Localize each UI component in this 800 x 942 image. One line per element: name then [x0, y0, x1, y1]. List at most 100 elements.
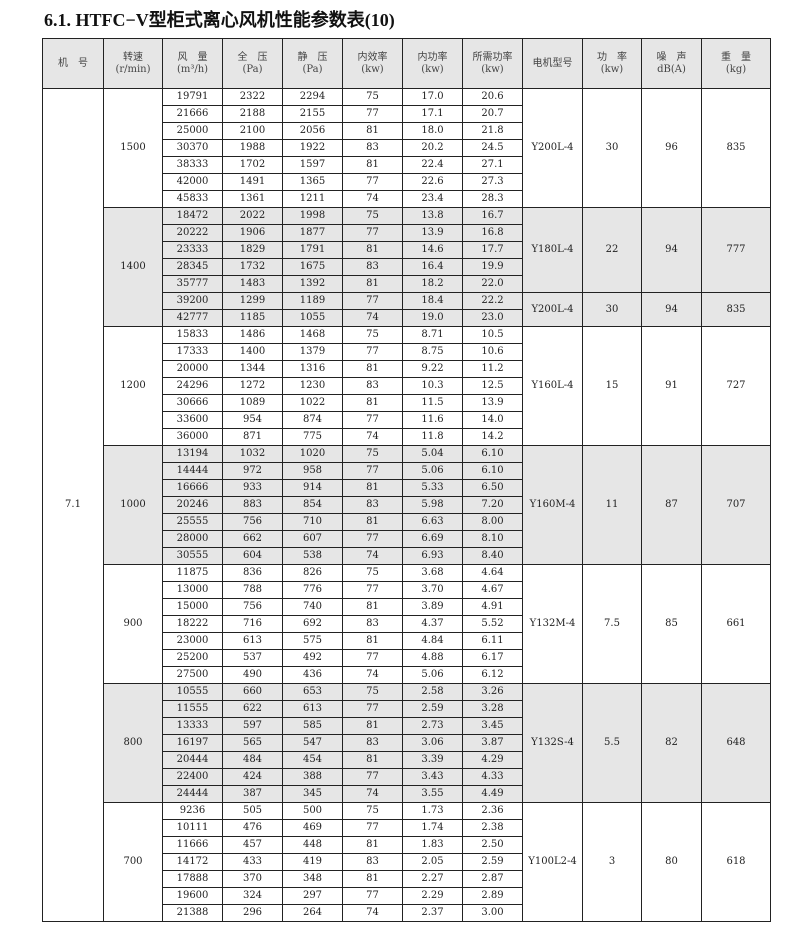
header-unit: (kw): [361, 63, 384, 75]
total-pressure-cell: 433: [222, 853, 283, 871]
internal-efficiency-cell: 81: [342, 751, 403, 769]
total-pressure-cell: 972: [222, 462, 283, 480]
total-pressure-cell: 933: [222, 479, 283, 497]
static-pressure-cell: 1316: [282, 360, 343, 378]
internal-power-cell: 18.4: [402, 292, 463, 310]
noise-cell: 87: [641, 445, 702, 565]
internal-efficiency-cell: 81: [342, 717, 403, 735]
required-power-cell: 19.9: [462, 258, 523, 276]
header-unit: (kw): [481, 63, 504, 75]
total-pressure-cell: 836: [222, 564, 283, 582]
internal-power-cell: 16.4: [402, 258, 463, 276]
internal-efficiency-cell: 83: [342, 377, 403, 395]
internal-power-cell: 23.4: [402, 190, 463, 208]
internal-power-cell: 11.5: [402, 394, 463, 412]
total-pressure-cell: 324: [222, 887, 283, 905]
motor-model-cell: Y100L2-4: [522, 802, 583, 922]
speed-cell: 900: [103, 564, 163, 684]
header-required-power: 所需功率 (kw): [462, 38, 523, 89]
internal-efficiency-cell: 74: [342, 666, 403, 684]
table-row: 1000 13194 1032 1020 75 5.04 6.10 Y160M-4 11 87 70…: [43, 445, 771, 565]
total-pressure-cell: 622: [222, 700, 283, 718]
internal-power-cell: 6.63: [402, 513, 463, 531]
required-power-cell: 22.2: [462, 292, 523, 310]
table-row: 38333 1702 1597 81 22.4 27.1: [43, 156, 771, 174]
internal-power-cell: 18.2: [402, 275, 463, 293]
total-pressure-cell: 2322: [222, 88, 283, 106]
internal-efficiency-cell: 83: [342, 258, 403, 276]
airflow-cell: 28000: [162, 530, 223, 548]
internal-power-cell: 1.74: [402, 819, 463, 837]
header-weight: 重 量 (kg): [701, 38, 771, 89]
required-power-cell: 7.20: [462, 496, 523, 514]
speed-cell: 1500: [103, 88, 163, 208]
static-pressure-cell: 1998: [282, 207, 343, 225]
airflow-cell: 16666: [162, 479, 223, 497]
internal-efficiency-cell: 75: [342, 326, 403, 344]
total-pressure-cell: 660: [222, 683, 283, 701]
internal-efficiency-cell: 77: [342, 173, 403, 191]
motor-power-cell: 7.5: [582, 564, 642, 684]
table-row: 28000 662 607 77 6.69 8.10: [43, 530, 771, 548]
table-row: 20444 484 454 81 3.39 4.29: [43, 751, 771, 769]
required-power-cell: 10.6: [462, 343, 523, 361]
internal-efficiency-cell: 77: [342, 649, 403, 667]
static-pressure-cell: 1922: [282, 139, 343, 157]
machine-no-cell: 7.1: [42, 88, 104, 922]
internal-efficiency-cell: 75: [342, 88, 403, 106]
table-row: 14172 433 419 83 2.05 2.59: [43, 853, 771, 871]
weight-cell: 648: [701, 683, 771, 803]
total-pressure-cell: 716: [222, 615, 283, 633]
table-row: 18222 716 692 83 4.37 5.52: [43, 615, 771, 633]
internal-power-cell: 9.22: [402, 360, 463, 378]
table-row: 16666 933 914 81 5.33 6.50: [43, 479, 771, 497]
airflow-cell: 11555: [162, 700, 223, 718]
airflow-cell: 42000: [162, 173, 223, 191]
required-power-cell: 3.00: [462, 904, 523, 922]
internal-power-cell: 20.2: [402, 139, 463, 157]
static-pressure-cell: 388: [282, 768, 343, 786]
static-pressure-cell: 775: [282, 428, 343, 446]
internal-power-cell: 2.58: [402, 683, 463, 701]
airflow-cell: 16197: [162, 734, 223, 752]
internal-efficiency-cell: 81: [342, 241, 403, 259]
static-pressure-cell: 826: [282, 564, 343, 582]
static-pressure-cell: 740: [282, 598, 343, 616]
internal-efficiency-cell: 81: [342, 836, 403, 854]
weight-cell: 727: [701, 326, 771, 446]
internal-efficiency-cell: 83: [342, 734, 403, 752]
total-pressure-cell: 1361: [222, 190, 283, 208]
internal-power-cell: 2.05: [402, 853, 463, 871]
static-pressure-cell: 2294: [282, 88, 343, 106]
header-noise: 噪 声 dB(A): [641, 38, 702, 89]
total-pressure-cell: 505: [222, 802, 283, 820]
motor-power-cell: 22: [582, 207, 642, 293]
airflow-cell: 42777: [162, 309, 223, 327]
total-pressure-cell: 604: [222, 547, 283, 565]
static-pressure-cell: 585: [282, 717, 343, 735]
airflow-cell: 18472: [162, 207, 223, 225]
required-power-cell: 12.5: [462, 377, 523, 395]
table-row: 25000 2100 2056 81 18.0 21.8: [43, 122, 771, 140]
internal-power-cell: 22.6: [402, 173, 463, 191]
table-row: 39200 1299 1189 77 18.4 22.2 Y200L-4 30 94 835: [43, 292, 771, 327]
table-row: 1200 15833 1486 1468 75 8.71 10.5 Y160L-4 15 91 72…: [43, 326, 771, 446]
internal-efficiency-cell: 77: [342, 105, 403, 123]
internal-power-cell: 5.04: [402, 445, 463, 463]
table-row: 700 9236 505 500 75 1.73 2.36 Y100L2-4 3 80 618: [43, 802, 771, 922]
total-pressure-cell: 370: [222, 870, 283, 888]
noise-cell: 85: [641, 564, 702, 684]
airflow-cell: 36000: [162, 428, 223, 446]
table-row: 25555 756 710 81 6.63 8.00: [43, 513, 771, 531]
internal-efficiency-cell: 77: [342, 224, 403, 242]
internal-efficiency-cell: 83: [342, 496, 403, 514]
noise-cell: 96: [641, 88, 702, 208]
internal-efficiency-cell: 81: [342, 122, 403, 140]
header-unit: (Pa): [242, 63, 263, 75]
internal-power-cell: 3.70: [402, 581, 463, 599]
header-unit: (m³/h): [176, 63, 209, 75]
static-pressure-cell: 448: [282, 836, 343, 854]
total-pressure-cell: 756: [222, 598, 283, 616]
airflow-cell: 38333: [162, 156, 223, 174]
internal-efficiency-cell: 83: [342, 139, 403, 157]
